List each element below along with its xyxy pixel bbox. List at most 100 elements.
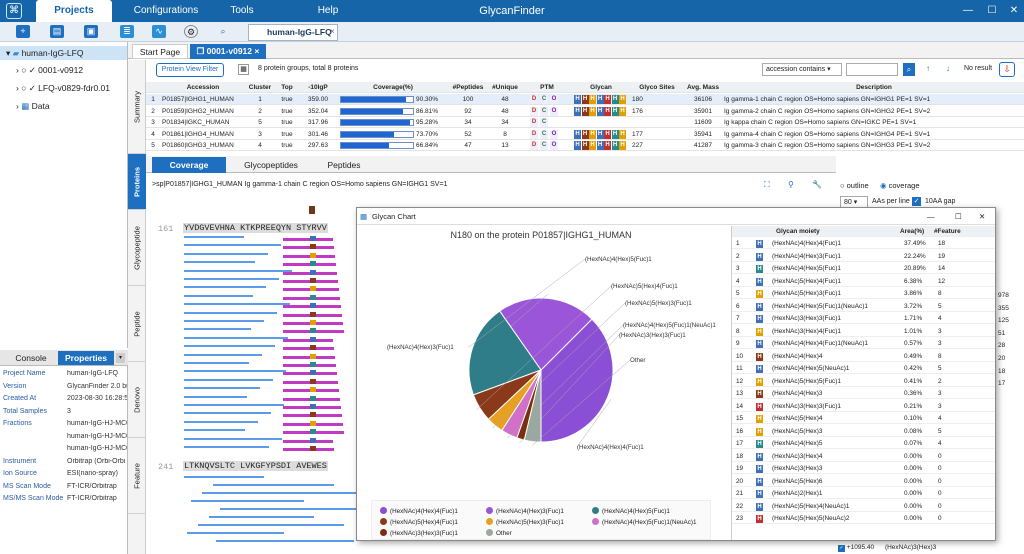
- peptide-bar[interactable]: [184, 437, 282, 440]
- menu-configurations[interactable]: Configurations: [133, 5, 199, 16]
- side-tab-feature[interactable]: Feature: [128, 438, 146, 514]
- column-header[interactable]: Description: [856, 84, 892, 91]
- peptide-bar[interactable]: [187, 532, 284, 534]
- peptide-bar[interactable]: [184, 429, 245, 432]
- peptide-bar[interactable]: [184, 395, 247, 398]
- column-header[interactable]: Glyco Sites: [639, 84, 675, 91]
- tree-root[interactable]: ▾ ▰ human-IgG-LFQ: [0, 46, 127, 60]
- glycan-table-row[interactable]: 23 H (HexNAc)5(Hex)5(NeuAc)2 0.00% 0: [732, 513, 995, 524]
- tree-item-lfq[interactable]: › ○ ✓ LFQ-v0829-fdr0.01: [16, 83, 110, 93]
- tab-peptides[interactable]: Peptides: [327, 160, 361, 170]
- glycan-table-row[interactable]: 13 H (HexNAc)4(Hex)3 0.36% 3: [732, 388, 995, 399]
- peptide-bar[interactable]: [184, 303, 290, 306]
- pie-slice[interactable]: [468, 310, 542, 396]
- column-header[interactable]: PTM: [540, 84, 554, 91]
- tab-console[interactable]: Console: [15, 353, 47, 363]
- open-folder-icon[interactable]: ▤: [50, 25, 64, 38]
- search-button[interactable]: ⌕: [903, 63, 915, 76]
- peptide-bar[interactable]: [184, 370, 286, 373]
- glycan-table-row[interactable]: 10 H (HexNAc)4(Hex)4 0.49% 8: [732, 351, 995, 362]
- minimize-icon[interactable]: —: [963, 5, 973, 16]
- column-header[interactable]: Coverage(%): [373, 84, 413, 91]
- window-minimize-icon[interactable]: —: [927, 212, 935, 221]
- glycopeptide-bar[interactable]: [283, 254, 335, 258]
- peptide-bar[interactable]: [184, 252, 268, 255]
- glycan-table-row[interactable]: 4 H (HexNAc)5(Hex)4(Fuc)1 6.38% 12: [732, 276, 995, 287]
- column-header[interactable]: Top: [281, 84, 293, 91]
- peptide-bar[interactable]: [184, 404, 284, 406]
- filter-icon[interactable]: ⚲: [788, 180, 794, 189]
- outline-radio[interactable]: ○ outline: [840, 181, 869, 190]
- tab-coverage[interactable]: Coverage: [152, 157, 226, 173]
- peptide-bar[interactable]: [184, 353, 262, 356]
- peptide-bar[interactable]: [184, 387, 260, 390]
- close-icon[interactable]: ✕: [1009, 5, 1019, 16]
- column-header[interactable]: -10lgP: [308, 84, 328, 91]
- peptide-bar[interactable]: [209, 516, 314, 518]
- peptide-bar[interactable]: [184, 328, 251, 331]
- table-row[interactable]: 5 P01860|IGHG3_HUMAN 4 true 297.63 66.84% 47 13…: [146, 140, 1024, 151]
- pie-slice[interactable]: [523, 369, 542, 443]
- peptide-bar[interactable]: [198, 524, 344, 526]
- column-header[interactable]: #Peptides: [452, 84, 484, 91]
- glycan-table-row[interactable]: 8 H (HexNAc)3(Hex)4(Fuc)1 1.01% 3: [732, 326, 995, 337]
- glycopeptide-bar[interactable]: [283, 246, 334, 250]
- legend-item[interactable]: (HexNAc)5(Hex)4(Fuc)1: [380, 518, 458, 526]
- table-row[interactable]: 4 P01861|IGHG4_HUMAN 3 true 301.46 73.70% 52 8 D…: [146, 129, 1024, 140]
- peptide-bar[interactable]: [184, 311, 277, 314]
- new-project-icon[interactable]: +: [16, 25, 30, 38]
- glycan-table-row[interactable]: 9 H (HexNAc)4(Hex)4(Fuc)1(NeuAc)1 0.57% 3: [732, 338, 995, 349]
- search-icon[interactable]: ⌕: [220, 26, 226, 36]
- window-close-icon[interactable]: ✕: [979, 212, 986, 221]
- legend-item[interactable]: (HexNAc)4(Hex)5(Fuc)1: [592, 507, 670, 515]
- peptide-bar[interactable]: [220, 508, 374, 510]
- window-maximize-icon[interactable]: ☐: [955, 212, 962, 221]
- columns-icon[interactable]: ▦: [238, 64, 249, 75]
- glycan-table-row[interactable]: 1 H (HexNAc)4(Hex)4(Fuc)1 37.49% 18: [732, 238, 995, 249]
- tree-item-data[interactable]: › ▦ Data: [16, 101, 50, 111]
- peptide-bar[interactable]: [184, 294, 253, 297]
- glycan-table-row[interactable]: 2 H (HexNAc)4(Hex)3(Fuc)1 22.24% 19: [732, 251, 995, 262]
- peptide-bar[interactable]: [184, 420, 258, 423]
- column-header[interactable]: Avg. Mass: [687, 84, 719, 91]
- peptide-bar[interactable]: [184, 286, 266, 289]
- tab-glycopeptides[interactable]: Glycopeptides: [244, 160, 298, 170]
- coverage-radio[interactable]: ◉ coverage: [880, 181, 920, 190]
- glycopeptide-bar[interactable]: [283, 355, 335, 359]
- peptide-bar[interactable]: [184, 345, 275, 348]
- aa-per-line-select[interactable]: 80 ▾: [840, 196, 868, 209]
- glycan-table-row[interactable]: 17 H (HexNAc)4(Hex)5 0.07% 4: [732, 438, 995, 449]
- peptide-bar[interactable]: [202, 492, 364, 494]
- peptide-bar[interactable]: [184, 236, 244, 238]
- glycan-table-row[interactable]: 11 H (HexNAc)4(Hex)5(NeuAc)1 0.42% 5: [732, 363, 995, 374]
- side-tab-proteins[interactable]: Proteins: [128, 154, 146, 210]
- peptide-bar[interactable]: [184, 269, 292, 272]
- arrow-down-icon[interactable]: ↓: [946, 64, 950, 73]
- table-row[interactable]: 3 P01834|IGKC_HUMAN 5 true 317.96 95.28% 34 34 D…: [146, 117, 1024, 128]
- open-project-icon[interactable]: ▣: [84, 25, 98, 38]
- peptide-bar[interactable]: [184, 378, 273, 381]
- gap-checkbox[interactable]: ✓: [912, 197, 921, 206]
- peptide-bar[interactable]: [184, 261, 255, 264]
- peptide-bar[interactable]: [213, 484, 334, 486]
- legend-item[interactable]: (HexNAc)4(Hex)3(Fuc)1: [486, 507, 564, 515]
- side-tab-summary[interactable]: Summary: [128, 60, 146, 154]
- glycopeptide-bar[interactable]: [283, 448, 334, 451]
- legend-item[interactable]: (HexNAc)4(Hex)5(Fuc)1(NeuAc)1: [592, 518, 696, 526]
- tab-properties[interactable]: Properties: [58, 351, 114, 365]
- maximize-icon[interactable]: ☐: [987, 5, 997, 16]
- peptide-bar[interactable]: [184, 362, 249, 364]
- glycopeptide-bar[interactable]: [283, 238, 333, 241]
- workflow-icon[interactable]: ⚙: [184, 25, 198, 38]
- peptide-bar[interactable]: [184, 278, 279, 280]
- glycopeptide-bar[interactable]: [283, 263, 336, 267]
- glycan-table-row[interactable]: 7 H (HexNAc)3(Hex)3(Fuc)1 1.71% 4: [732, 313, 995, 324]
- glycopeptide-bar[interactable]: [283, 338, 333, 342]
- glycan-marker-icon[interactable]: [309, 206, 315, 214]
- glycopeptide-bar[interactable]: [283, 347, 334, 351]
- legend-item[interactable]: (HexNAc)4(Hex)4(Fuc)1: [380, 507, 458, 515]
- doc-tab-close-icon[interactable]: ×: [330, 27, 335, 36]
- side-tab-denovo[interactable]: Denovo: [128, 362, 146, 438]
- glycan-table-row[interactable]: 14 H (HexNAc)3(Hex)3(Fuc)1 0.21% 3: [732, 401, 995, 412]
- peptide-bar[interactable]: [184, 244, 281, 247]
